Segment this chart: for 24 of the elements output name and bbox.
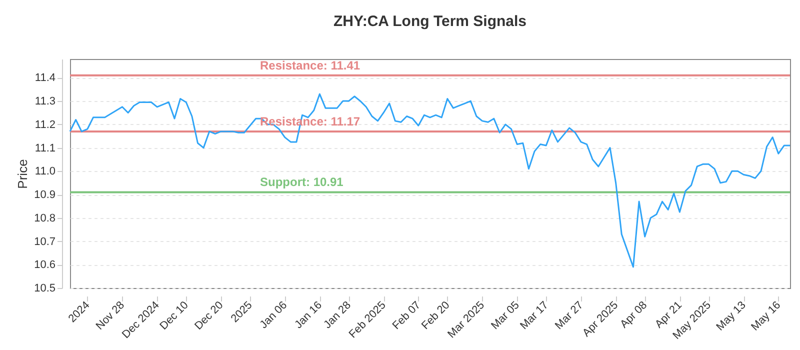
x-tick-label: Jan 06 (258, 299, 290, 332)
y-tick-label: 10.9 (34, 189, 56, 202)
x-tick-label: Mar 17 (518, 299, 551, 332)
y-tick-label: 11.4 (34, 72, 56, 84)
line-series (69, 93, 791, 268)
y-axis-title: Price (15, 159, 30, 189)
x-tick-label: May 13 (714, 299, 748, 334)
y-tick-label: 11.2 (34, 118, 56, 131)
x-tick-label: May 16 (749, 299, 784, 334)
x-tick-label: Apr 08 (618, 299, 650, 331)
x-tick-label: Dec 20 (192, 299, 226, 332)
y-tick-label: 11.0 (34, 166, 56, 178)
ref-line-label: Resistance: 11.41 (260, 58, 360, 72)
y-tick-label: 11.3 (34, 96, 56, 108)
x-tick-label: Feb 20 (419, 299, 452, 332)
chart-title: ZHY:CA Long Term Signals (333, 13, 527, 30)
y-tick-label: 11.1 (34, 142, 56, 154)
y-tick-label: 10.7 (34, 236, 56, 248)
y-tick-label: 10.8 (34, 212, 56, 224)
y-tick-label: 10.5 (34, 282, 56, 294)
ref-line-label: Support: 10.91 (260, 175, 344, 190)
x-tick-label: Jan 16 (292, 299, 324, 332)
y-tick-label: 10.6 (34, 259, 56, 272)
x-tick-label: Dec 10 (158, 299, 191, 332)
